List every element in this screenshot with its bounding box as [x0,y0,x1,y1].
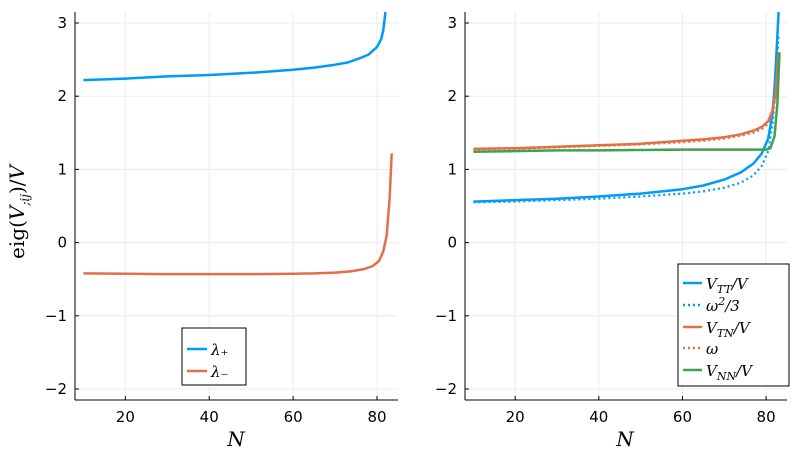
right-series-line-1 [473,33,780,204]
right-x-axis-label: N [615,427,635,450]
right-series-line-3 [473,59,780,151]
right-panel: 20 40 60 80 −2 −1 0 1 2 3 [435,12,787,426]
left-y-tick-label: 0 [57,234,67,252]
right-y-tick-label: 2 [447,87,457,105]
left-x-axis-label: N [226,427,246,450]
legend-vtt-label: VTT/V [706,275,750,296]
left-y-tick-label: 2 [57,87,67,105]
right-legend-box [677,263,790,387]
left-y-tick-label: −1 [45,307,67,325]
left-x-tick-label: 40 [200,408,219,426]
legend-lambda-plus-label: λ₊ [210,341,228,359]
left-x-tick-label: 60 [284,408,303,426]
right-x-tick-label: 40 [589,408,608,426]
legend-omega-label: ω [706,340,718,358]
right-series-line-0 [473,12,780,203]
right-x-tick-label: 80 [757,408,776,426]
right-y-tick-label: −1 [435,307,457,325]
right-series-line-2 [473,52,780,151]
left-legend-box [181,327,247,386]
right-x-tick-label: 60 [673,408,692,426]
right-y-tick-label: 3 [447,14,457,32]
legend-vnn-label: VNN/V [706,362,754,383]
right-y-tick-label: 1 [447,160,457,178]
left-series-line-1 [83,153,393,276]
left-y-tick-label: 1 [57,160,67,178]
left-x-tick-label: 80 [367,408,386,426]
left-y-axis-label: eig(V;ij)/V [5,163,32,259]
right-x-tick-label: 20 [506,408,525,426]
left-y-tick-label: 3 [57,14,67,32]
left-series-line-0 [83,12,387,82]
left-legend: λ₊ λ₋ [181,327,247,386]
legend-lambda-minus-label: λ₋ [210,363,228,381]
right-series-line-4 [473,52,781,154]
right-y-tick-label: −2 [435,380,457,398]
right-y-tick-label: 0 [447,234,457,252]
legend-omega2-label: ω2/3 [706,295,740,315]
left-x-tick-label: 20 [116,408,135,426]
left-y-tick-label: −2 [45,380,67,398]
legend-vtn-label: VTN/V [706,319,752,340]
right-legend: VTT/V ω2/3 VTN/V ω VNN/V [677,263,790,387]
left-panel: 20 40 60 80 −2 −1 0 1 2 3 [45,12,398,426]
